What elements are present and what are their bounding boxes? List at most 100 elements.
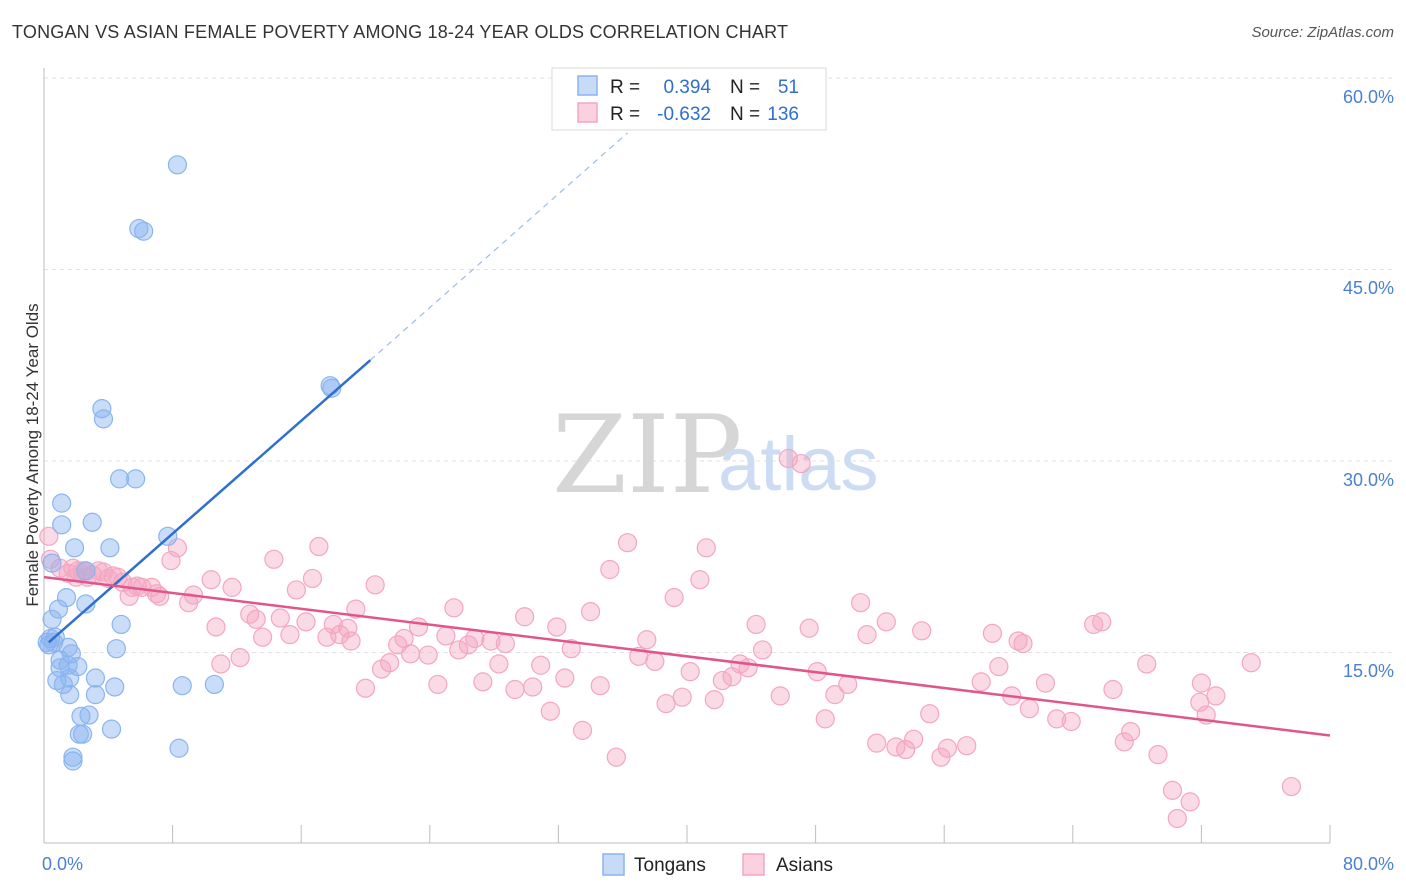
- asians-point-101: [799, 618, 819, 638]
- asians-point-112: [904, 729, 924, 749]
- asians-point-55: [400, 644, 421, 664]
- legend: R = 0.394 N = 51 R = -0.632 N = 136: [551, 67, 827, 131]
- asians-point-67: [495, 633, 515, 654]
- tongans-point-13: [56, 588, 77, 608]
- asians-point-28: [201, 570, 221, 590]
- asians-point-131: [1114, 732, 1134, 752]
- asians-point-35: [253, 627, 273, 647]
- x-tick-label-max: 80.0%: [1343, 854, 1394, 874]
- asians-point-36: [264, 549, 284, 569]
- asians-point-68: [505, 679, 525, 700]
- source-credit: Source: ZipAtlas.com: [1251, 24, 1394, 41]
- asians-point-127: [1061, 711, 1081, 732]
- asians-point-87: [672, 687, 692, 707]
- asians-point-126: [1047, 709, 1067, 729]
- legend-n-value-asians: 136: [767, 104, 799, 125]
- tongans-point-21: [64, 538, 85, 558]
- asians-point-114: [920, 704, 940, 724]
- tongans-point-31: [85, 685, 106, 705]
- tongans-point-30: [85, 668, 106, 688]
- asians-point-30: [211, 654, 231, 674]
- asians-point-66: [489, 654, 509, 674]
- tongans-point-3: [42, 553, 62, 573]
- asians-point-90: [696, 538, 716, 558]
- asians-point-46: [338, 618, 358, 638]
- asians-point-6: [68, 561, 88, 581]
- tongans-point-16: [60, 685, 80, 705]
- asians-point-132: [1121, 722, 1141, 742]
- tongans-point-42: [134, 221, 154, 241]
- asians-point-74: [555, 668, 575, 688]
- legend-r-value-tongans: 0.394: [663, 77, 711, 98]
- asians-point-143: [1190, 692, 1210, 712]
- asians-point-117: [957, 736, 977, 756]
- asians-point-39: [286, 580, 306, 600]
- asians-point-33: [240, 604, 260, 624]
- asians-point-56: [408, 617, 429, 637]
- tongans-point-27: [76, 561, 96, 581]
- tongans-point-20: [63, 747, 83, 767]
- asians-point-109: [876, 612, 896, 632]
- asians-point-116: [937, 738, 958, 758]
- tongans-point-34: [100, 538, 120, 558]
- asians-point-89: [690, 570, 710, 590]
- axes: [43, 68, 1331, 844]
- tongans-point-44: [167, 155, 188, 175]
- asians-point-31: [222, 577, 242, 597]
- legend-swatch-asians: [577, 102, 598, 123]
- trend-lines: [43, 132, 1331, 737]
- asians-point-42: [309, 536, 329, 557]
- asians-point-72: [540, 701, 560, 721]
- legend-swatch-tongans: [577, 75, 598, 96]
- tongans-point-17: [60, 668, 80, 688]
- asians-point-61: [449, 640, 469, 660]
- asians-point-130: [1103, 679, 1123, 700]
- legend-r-label-asians: R =: [610, 104, 640, 125]
- asians-point-76: [572, 720, 593, 740]
- asians-point-129: [1092, 612, 1112, 632]
- tongans-point-49: [322, 378, 342, 398]
- y-tick-label-60: 60.0%: [1343, 87, 1394, 107]
- tongans-trend-line: [47, 359, 372, 644]
- asians-points: [39, 448, 1302, 829]
- tongans-point-7: [48, 599, 69, 619]
- asians-point-99: [778, 448, 798, 469]
- asians-point-98: [770, 686, 790, 706]
- asians-point-86: [664, 588, 684, 608]
- series-legend-swatch-tongans: [602, 853, 625, 876]
- asians-point-64: [473, 672, 493, 692]
- asians-point-52: [380, 653, 400, 673]
- asians-point-83: [637, 630, 657, 650]
- asians-point-41: [302, 568, 323, 589]
- asians-point-108: [867, 733, 887, 753]
- asians-point-60: [444, 598, 464, 618]
- asians-point-107: [857, 625, 877, 645]
- asians-point-120: [989, 656, 1009, 677]
- asians-point-34: [246, 609, 266, 629]
- asians-point-77: [580, 602, 601, 622]
- tongans-point-46: [172, 676, 192, 696]
- asians-point-48: [346, 599, 366, 619]
- asians-point-71: [531, 655, 551, 675]
- asians-point-123: [1013, 633, 1033, 654]
- asians-point-84: [645, 651, 665, 672]
- tongans-point-22: [68, 656, 88, 677]
- asians-point-88: [680, 662, 700, 682]
- asians-point-111: [896, 739, 916, 760]
- asians-point-137: [1180, 792, 1200, 812]
- tongans-point-26: [76, 594, 96, 614]
- tongans-point-10: [52, 493, 72, 513]
- asians-point-50: [365, 575, 385, 595]
- asians-point-70: [523, 677, 543, 697]
- legend-n-label-asians: N =: [730, 104, 760, 125]
- asians-point-78: [590, 676, 610, 696]
- asians-point-140: [1206, 686, 1226, 706]
- asians-point-136: [1167, 808, 1187, 829]
- asians-point-44: [323, 614, 343, 635]
- series-legend: Tongans Asians: [602, 853, 833, 876]
- asians-point-135: [1162, 780, 1183, 800]
- legend-n-label-tongans: N =: [730, 77, 760, 98]
- y-tick-label-45: 45.0%: [1343, 278, 1394, 298]
- asians-point-92: [712, 670, 732, 691]
